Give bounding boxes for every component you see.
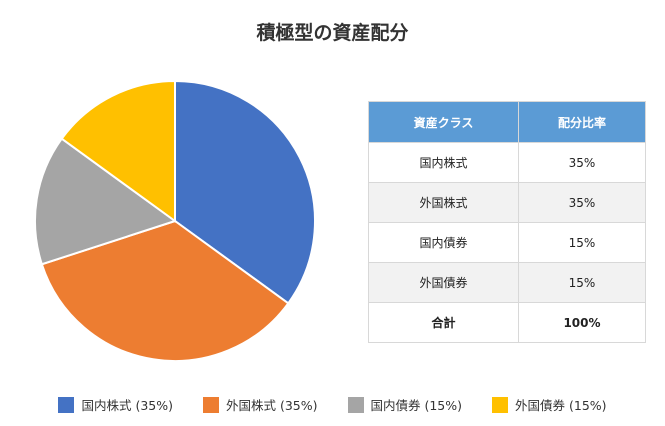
table-cell-asset: 外国株式	[368, 182, 519, 223]
legend-item: 外国株式 (35%)	[202, 395, 318, 414]
legend-label: 外国株式 (35%)	[225, 398, 318, 413]
legend-label: 外国債券 (15%)	[515, 398, 607, 413]
table-row: 国内株式 35%	[368, 142, 646, 183]
pie-slice	[174, 79, 316, 305]
table-cell-asset: 外国債券	[368, 262, 519, 303]
table-cell-asset: 国内株式	[368, 142, 519, 183]
allocation-table: 資産クラス 配分比率 国内株式 35% 外国株式 35% 国内債券 15% 外国…	[368, 101, 646, 343]
table-cell-ratio: 15%	[518, 222, 646, 263]
legend-item: 外国債券 (15%)	[492, 395, 607, 414]
table-total-value: 100%	[518, 302, 646, 343]
table-header-row: 資産クラス 配分比率	[368, 101, 646, 143]
legend-item: 国内債券 (15%)	[347, 395, 463, 414]
table-header-ratio: 配分比率	[518, 101, 646, 143]
legend-item: 国内株式 (35%)	[58, 395, 173, 414]
table-row: 外国株式 35%	[368, 182, 646, 223]
legend-swatch	[347, 396, 364, 413]
table-header-asset-class: 資産クラス	[368, 101, 519, 143]
table-total-row: 合計 100%	[368, 302, 646, 343]
table-row: 国内債券 15%	[368, 222, 646, 263]
pie-slice	[40, 219, 290, 362]
legend-label: 国内債券 (15%)	[370, 398, 463, 413]
legend-swatch	[492, 396, 509, 413]
table-cell-ratio: 35%	[518, 182, 646, 223]
table-cell-ratio: 15%	[518, 262, 646, 303]
table-cell-ratio: 35%	[518, 142, 646, 183]
legend-swatch	[202, 396, 219, 413]
legend-label: 国内株式 (35%)	[81, 398, 173, 413]
table-cell-asset: 国内債券	[368, 222, 519, 263]
pie-slice	[60, 79, 176, 223]
pie-slice	[34, 137, 178, 266]
table-total-label: 合計	[368, 302, 519, 343]
legend-swatch	[58, 396, 75, 413]
chart-title: 積極型の資産配分	[256, 22, 409, 44]
table-row: 外国債券 15%	[368, 262, 646, 303]
chart-legend: 国内株式 (35%) 外国株式 (35%) 国内債券 (15%) 外国債券 (1…	[0, 395, 665, 414]
